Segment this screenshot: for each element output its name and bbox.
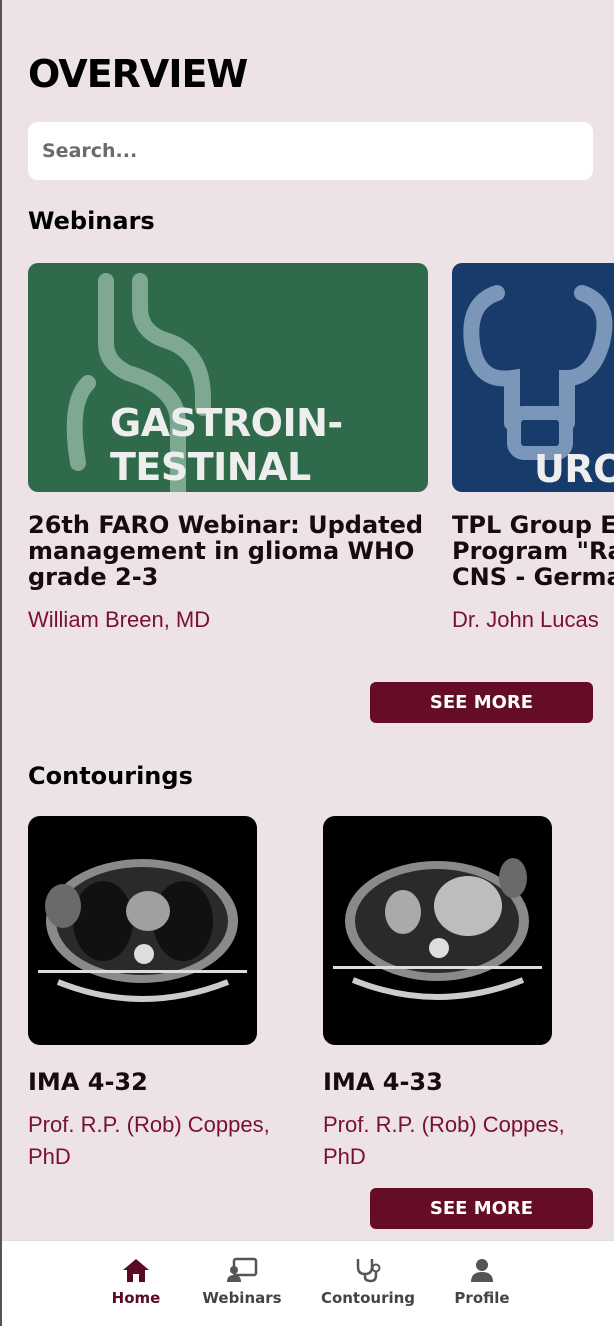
presentation-icon: [227, 1257, 258, 1282]
webinar-card[interactable]: URO TPL Group Exchange Program "Radiothe…: [452, 263, 614, 634]
kidney-icon: [463, 285, 613, 460]
search-input[interactable]: [28, 122, 593, 180]
contouring-author: Prof. R.P. (Rob) Coppes, PhD: [28, 1112, 270, 1169]
webinar-title: 26th FARO Webinar: Updated management in…: [28, 511, 424, 591]
tab-label: Webinars: [202, 1289, 282, 1307]
stomach-icon: [66, 273, 211, 492]
ct-scan-icon: [38, 859, 247, 1002]
thumbnail-caption-line2: TESTINAL: [110, 445, 311, 489]
webinar-author: Dr. John Lucas: [452, 607, 599, 632]
contourings-see-more-button[interactable]: SEE MORE: [370, 1188, 593, 1229]
thumbnail-caption-line1: GASTROIN-: [110, 401, 343, 445]
home-icon: [123, 1259, 149, 1282]
webinar-card[interactable]: GASTROIN- TESTINAL 26th FARO Webinar: Up…: [28, 263, 428, 634]
webinars-carousel[interactable]: GASTROIN- TESTINAL 26th FARO Webinar: Up…: [28, 263, 614, 683]
contouring-title: IMA 4-33: [323, 1068, 443, 1096]
webinar-thumbnail: GASTROIN- TESTINAL: [28, 263, 428, 492]
ct-scan-icon: [333, 858, 542, 1000]
thumbnail-caption-line1: URO: [534, 447, 614, 491]
webinars-section-title: Webinars: [28, 207, 155, 235]
bottom-tab-bar: Home Webinars Contouring Profile: [2, 1240, 614, 1326]
tab-label: Contouring: [320, 1289, 416, 1307]
webinar-title: TPL Group Exchange Program "Radiotherapy…: [452, 511, 614, 591]
ct-scan-image: [28, 816, 257, 1045]
contouring-card[interactable]: IMA 4-33 Prof. R.P. (Rob) Coppes, PhD: [323, 816, 593, 1173]
tab-contouring[interactable]: Contouring: [313, 1257, 423, 1307]
user-icon: [471, 1259, 493, 1282]
tab-label: Home: [111, 1289, 161, 1307]
stethoscope-icon: [356, 1259, 381, 1283]
tab-webinars[interactable]: Webinars: [187, 1257, 297, 1307]
ct-scan-image: [323, 816, 552, 1045]
contouring-card[interactable]: IMA 4-32 Prof. R.P. (Rob) Coppes, PhD: [28, 816, 298, 1173]
contourings-carousel[interactable]: IMA 4-32 Prof. R.P. (Rob) Coppes, PhD IM…: [28, 816, 614, 1176]
tab-home[interactable]: Home: [81, 1257, 191, 1307]
contouring-title: IMA 4-32: [28, 1068, 148, 1096]
tab-profile[interactable]: Profile: [427, 1257, 537, 1307]
tab-label: Profile: [454, 1289, 510, 1307]
contouring-author: Prof. R.P. (Rob) Coppes, PhD: [323, 1112, 565, 1169]
webinars-see-more-button[interactable]: SEE MORE: [370, 682, 593, 723]
webinar-thumbnail: URO: [452, 263, 614, 492]
webinar-author: William Breen, MD: [28, 607, 211, 632]
contourings-section-title: Contourings: [28, 762, 193, 790]
page-title: OVERVIEW: [28, 52, 248, 96]
